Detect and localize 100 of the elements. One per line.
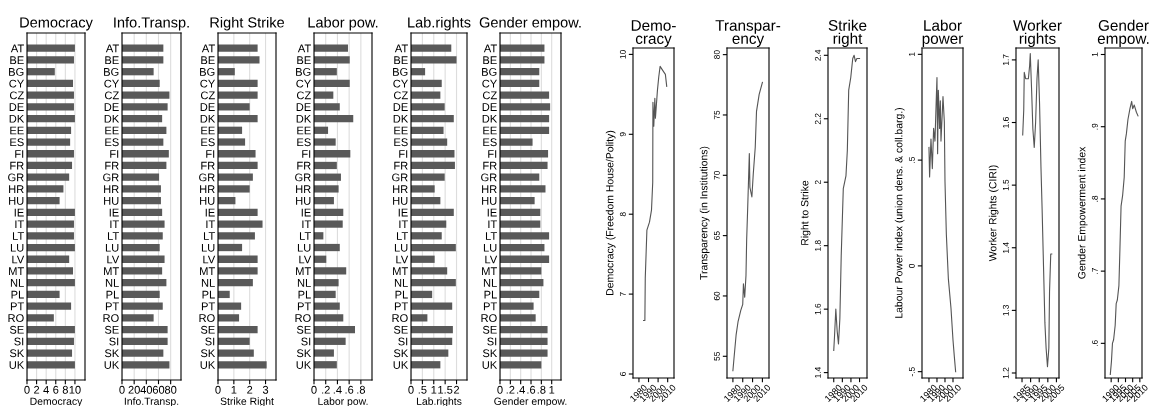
y-tick-label: UK [9, 361, 25, 369]
bar [27, 138, 71, 146]
y-tick-label: 1.8 [814, 240, 821, 251]
bar [411, 279, 456, 287]
line-series [732, 81, 763, 372]
y-tick-label: MT [393, 267, 408, 275]
y-tick-label: UK [296, 361, 312, 369]
chart-title: Demo- cracy [631, 20, 676, 47]
bar [411, 255, 435, 263]
x-tick-label: .2 [506, 385, 515, 394]
bar [411, 220, 447, 228]
bar [500, 220, 541, 228]
bar [122, 197, 161, 205]
bar [314, 314, 344, 322]
y-tick-label: 1.4 [1002, 242, 1009, 253]
bar [27, 150, 74, 158]
line-series [1109, 100, 1139, 375]
bar [218, 337, 250, 345]
bar [411, 349, 449, 357]
bar [500, 337, 548, 345]
bar [500, 79, 540, 88]
bar [122, 220, 165, 228]
y-tick-label: CY [104, 79, 119, 88]
y-tick-label: UK [393, 361, 409, 369]
y-tick-label: CZ [296, 91, 311, 100]
bar [122, 103, 168, 111]
bar [218, 208, 258, 216]
bar [500, 138, 533, 146]
bar [500, 68, 540, 76]
y-tick-label: LT [485, 232, 497, 240]
y-tick-label: SI [205, 337, 215, 346]
y-tick-label: ES [483, 138, 497, 147]
y-tick-label: 70 [713, 170, 720, 180]
y-tick-label: CY [393, 79, 408, 88]
y-tick-label: 1 [1091, 52, 1098, 57]
x-tick-label: 1 [549, 385, 555, 394]
y-tick-label: HU [9, 197, 24, 205]
x-tick-label: 1 [431, 385, 437, 394]
y-tick-label: HR [296, 185, 311, 193]
y-tick-label: 6 [619, 372, 626, 376]
y-tick-label: HR [482, 185, 497, 193]
bar [500, 290, 540, 299]
bar [27, 279, 75, 287]
y-tick-label: MT [482, 267, 497, 275]
y-tick-label: DE [9, 103, 24, 111]
bar [500, 126, 550, 134]
bar [314, 197, 334, 205]
bar [27, 161, 73, 170]
y-tick-label: 1.2 [1002, 367, 1009, 379]
bar [314, 173, 341, 181]
bar [218, 44, 258, 52]
y-tick-label: LU [297, 243, 311, 252]
bar [218, 114, 258, 123]
y-tick-label: 1.6 [814, 303, 821, 315]
bar [122, 255, 165, 263]
y-tick-label: SI [14, 337, 24, 346]
bar [314, 290, 336, 299]
y-tick-label: HU [200, 197, 215, 205]
y-tick-label: CY [9, 79, 24, 88]
bar [314, 325, 356, 334]
bar [500, 150, 549, 158]
bar [218, 68, 235, 76]
bar [122, 79, 160, 88]
x-tick-label: 3 [262, 385, 269, 394]
y-tick-label: FR [201, 161, 215, 170]
y-tick-label: DK [104, 114, 120, 123]
y-tick-label: 7 [619, 292, 626, 296]
y-tick-label: PT [297, 302, 311, 311]
x-tick-label: .6 [527, 385, 536, 394]
y-tick-label: 75 [713, 110, 720, 120]
y-tick-label: 2.4 [814, 49, 821, 61]
y-tick-label: BG [296, 67, 311, 76]
y-axis-title: Right to Strike [800, 180, 811, 245]
y-tick-label: HR [200, 185, 215, 193]
y-tick-label: RO [481, 314, 497, 322]
y-tick-label: CZ [104, 91, 119, 100]
x-tick-label: 8 [62, 385, 68, 394]
y-tick-label: DE [482, 103, 497, 111]
bar [27, 255, 70, 263]
bar [411, 103, 445, 111]
y-tick-label: FI [206, 150, 215, 158]
y-tick-label: EE [394, 126, 408, 135]
bar [27, 197, 60, 205]
y-tick-label: 1 [908, 52, 915, 57]
y-tick-label: BE [394, 56, 408, 64]
y-tick-label: 1.3 [1002, 304, 1009, 316]
bar [411, 208, 454, 216]
y-tick-label: PT [394, 302, 408, 311]
x-tick-label: .5 [418, 385, 427, 394]
y-tick-label: GR [199, 173, 215, 182]
y-tick-label: NL [105, 279, 119, 287]
x-tick-label: 20 [128, 385, 140, 394]
y-axis-title: Democracy (Freedom House/Polity) [605, 130, 616, 295]
x-tick-label: 10 [69, 385, 81, 394]
bar [27, 267, 74, 275]
y-tick-label: .6 [1091, 340, 1098, 347]
bar [218, 103, 250, 111]
y-tick-label: MT [296, 267, 311, 275]
bar [411, 114, 454, 123]
y-tick-label: CZ [482, 91, 497, 100]
